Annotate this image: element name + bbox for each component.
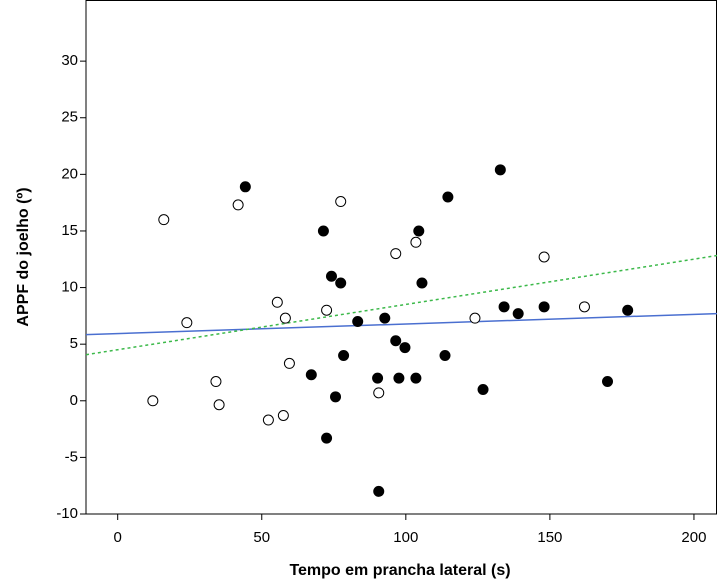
x-tick-label: 150 — [537, 529, 562, 546]
point — [335, 277, 347, 289]
point — [410, 236, 422, 248]
x-axis-label: Tempo em prancha lateral (s) — [289, 562, 510, 579]
point — [335, 196, 347, 208]
point — [498, 301, 510, 313]
point — [373, 485, 385, 497]
point — [413, 225, 425, 237]
fit-line — [85, 312, 717, 336]
fit-line — [85, 254, 717, 356]
x-tick-label: 50 — [253, 529, 270, 546]
point — [317, 225, 329, 237]
point — [181, 317, 193, 329]
point — [393, 372, 405, 384]
point — [321, 432, 333, 444]
point — [321, 304, 333, 316]
point — [277, 410, 289, 422]
point — [147, 395, 159, 407]
point — [578, 301, 590, 313]
point — [330, 391, 342, 403]
x-tick-label: 200 — [681, 529, 706, 546]
y-tick-label: 10 — [61, 279, 78, 296]
point — [283, 357, 295, 369]
point — [538, 301, 550, 313]
point — [210, 376, 222, 388]
point — [338, 349, 350, 361]
point — [469, 312, 481, 324]
point — [379, 312, 391, 324]
point — [232, 199, 244, 211]
point — [352, 316, 364, 328]
point — [213, 399, 225, 411]
y-axis-label: APPF do joelho (º) — [15, 187, 32, 326]
point — [494, 164, 506, 176]
point — [410, 372, 422, 384]
y-tick-label: 30 — [61, 52, 78, 69]
point — [439, 349, 451, 361]
point — [305, 369, 317, 381]
plot-frame — [85, 0, 717, 515]
y-tick-label: 5 — [70, 335, 78, 352]
point — [372, 372, 384, 384]
y-tick-label: -5 — [65, 448, 78, 465]
point — [442, 191, 454, 203]
point — [416, 277, 428, 289]
y-tick-label: -10 — [56, 505, 78, 522]
point — [390, 335, 402, 347]
y-tick-label: 25 — [61, 109, 78, 126]
point — [512, 308, 524, 320]
point — [602, 376, 614, 388]
y-tick-label: 0 — [70, 392, 78, 409]
point — [239, 181, 251, 193]
x-tick-label: 0 — [114, 529, 122, 546]
point — [271, 296, 283, 308]
x-tick-label: 100 — [393, 529, 418, 546]
point — [158, 214, 170, 226]
point — [373, 387, 385, 399]
point — [279, 312, 291, 324]
point — [622, 304, 634, 316]
point — [262, 414, 274, 426]
point — [390, 248, 402, 260]
y-tick-label: 20 — [61, 165, 78, 182]
point — [325, 270, 337, 282]
point — [477, 383, 489, 395]
y-tick-label: 15 — [61, 222, 78, 239]
point — [399, 342, 411, 354]
point — [538, 251, 550, 263]
